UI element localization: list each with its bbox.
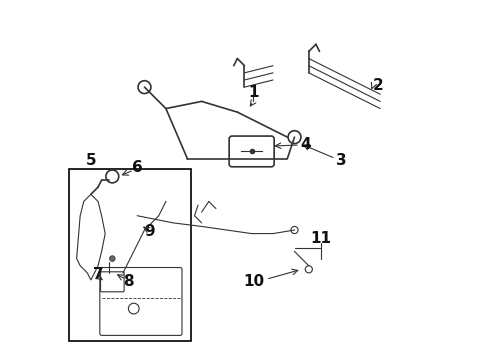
- Text: 8: 8: [123, 274, 133, 289]
- Text: 10: 10: [243, 274, 264, 289]
- Circle shape: [109, 256, 115, 261]
- Text: 3: 3: [335, 153, 346, 168]
- Text: 2: 2: [372, 78, 383, 93]
- Text: 11: 11: [310, 231, 331, 247]
- FancyBboxPatch shape: [229, 136, 274, 167]
- Text: 9: 9: [144, 224, 155, 239]
- Text: 7: 7: [93, 267, 103, 282]
- Circle shape: [290, 226, 298, 234]
- Text: 5: 5: [85, 153, 96, 168]
- Text: 1: 1: [248, 85, 258, 100]
- FancyBboxPatch shape: [101, 272, 124, 292]
- Polygon shape: [77, 194, 105, 280]
- FancyBboxPatch shape: [100, 267, 182, 336]
- Circle shape: [305, 266, 312, 273]
- Text: 4: 4: [299, 137, 310, 152]
- Text: 6: 6: [132, 160, 142, 175]
- Bar: [69, 169, 190, 341]
